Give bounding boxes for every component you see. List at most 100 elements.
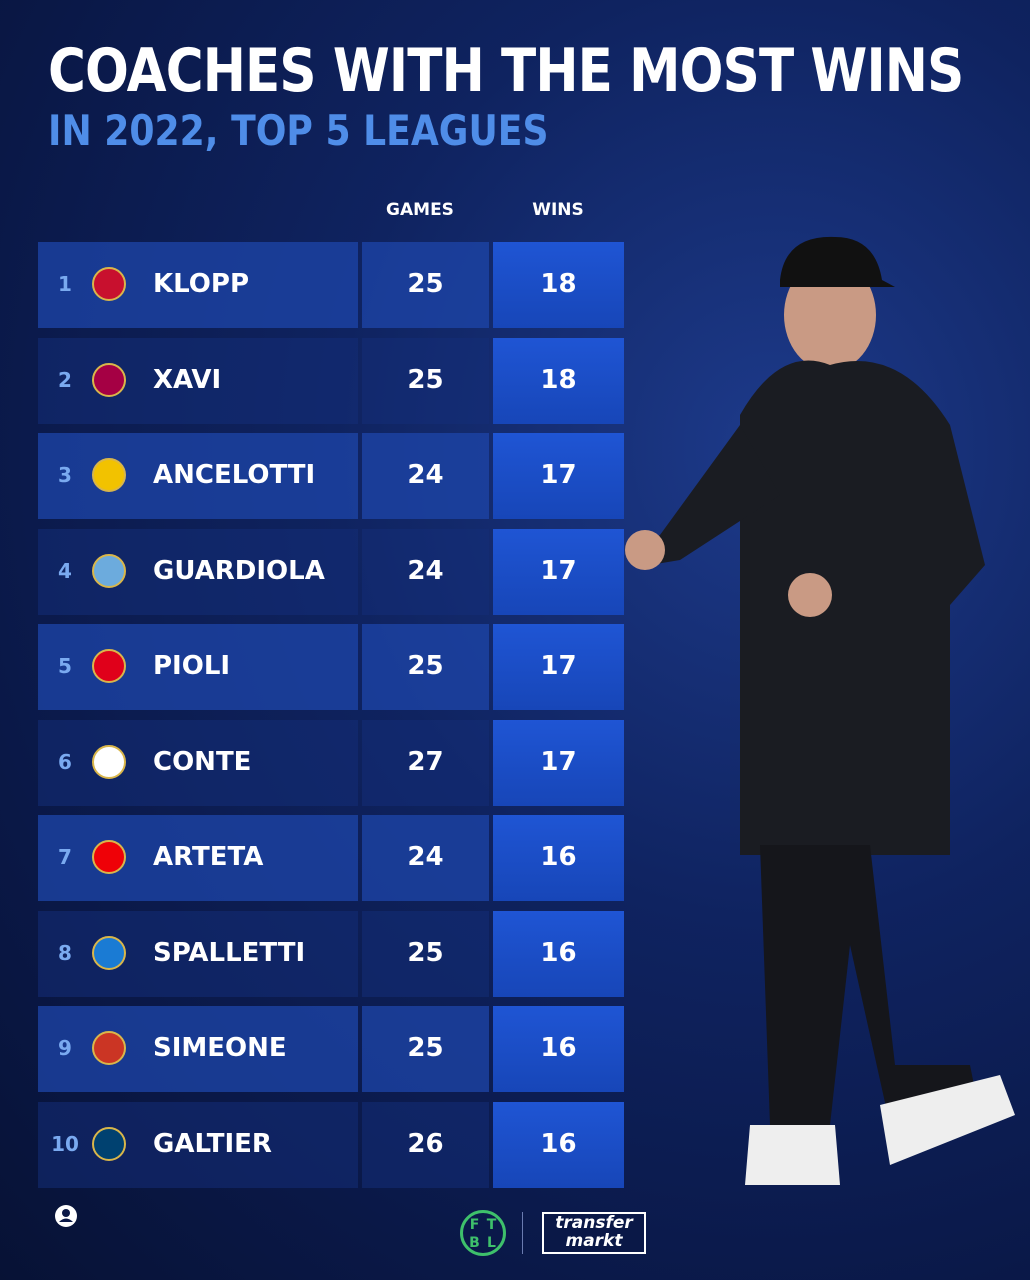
coach-cell: 1 KLOPP bbox=[38, 242, 358, 328]
coach-cell: 4 GUARDIOLA bbox=[38, 528, 358, 615]
wins-cell: 17 bbox=[493, 624, 624, 710]
logo-letter: L bbox=[487, 1235, 496, 1251]
wins-cell: 16 bbox=[493, 815, 624, 901]
games-value: 27 bbox=[407, 746, 444, 777]
games-value: 24 bbox=[407, 555, 444, 586]
divider bbox=[522, 1212, 523, 1254]
coach-name: CONTE bbox=[153, 746, 252, 777]
wins-value: 17 bbox=[540, 746, 577, 777]
rank: 9 bbox=[58, 1036, 72, 1060]
club-logo bbox=[92, 458, 126, 492]
games-value: 25 bbox=[407, 651, 444, 681]
rank: 7 bbox=[58, 845, 72, 869]
rank: 1 bbox=[58, 272, 72, 296]
wins-cell: 17 bbox=[493, 433, 624, 519]
ftbl-logo: F T B L bbox=[460, 1210, 506, 1256]
games-value: 25 bbox=[407, 364, 444, 395]
subtitle: IN 2022, TOP 5 LEAGUES bbox=[48, 106, 549, 155]
table-row: 4 GUARDIOLA 24 17 bbox=[38, 528, 626, 615]
rank: 2 bbox=[58, 367, 72, 392]
coach-cell: 2 XAVI bbox=[38, 337, 358, 424]
wins-value: 18 bbox=[540, 364, 577, 395]
games-cell: 25 bbox=[362, 910, 489, 997]
title: COACHES WITH THE MOST WINS bbox=[48, 36, 964, 106]
games-cell: 25 bbox=[362, 242, 489, 328]
coach-name: SIMEONE bbox=[153, 1033, 287, 1063]
wins-value: 18 bbox=[540, 269, 577, 299]
coach-name: ANCELOTTI bbox=[153, 460, 316, 490]
games-value: 26 bbox=[407, 1128, 444, 1159]
coach-photo bbox=[625, 236, 1015, 1185]
wins-value: 17 bbox=[540, 651, 577, 681]
wins-value: 17 bbox=[540, 555, 577, 586]
wins-cell: 16 bbox=[493, 1006, 624, 1092]
coach-name: SPALLETTI bbox=[153, 937, 306, 968]
column-header: GAMES bbox=[386, 200, 454, 220]
wins-cell: 18 bbox=[493, 242, 624, 328]
wins-value: 17 bbox=[540, 460, 577, 490]
coach-cell: 3 ANCELOTTI bbox=[38, 433, 358, 519]
club-logo bbox=[92, 362, 126, 397]
logo-letter: T bbox=[486, 1217, 497, 1233]
wins-value: 16 bbox=[540, 842, 577, 872]
logo-text: transfer bbox=[555, 1213, 633, 1233]
coach-cell: 6 CONTE bbox=[38, 719, 358, 806]
table-row: 9 SIMEONE 25 16 bbox=[38, 1006, 626, 1092]
rank: 8 bbox=[58, 940, 72, 965]
games-cell: 24 bbox=[362, 815, 489, 901]
table-row: 2 XAVI 25 18 bbox=[38, 337, 626, 424]
coach-name: GALTIER bbox=[153, 1128, 272, 1159]
club-logo bbox=[92, 553, 126, 588]
club-logo bbox=[92, 267, 126, 301]
wins-value: 16 bbox=[540, 1128, 577, 1159]
wins-value: 16 bbox=[540, 1033, 577, 1063]
games-cell: 26 bbox=[362, 1101, 489, 1188]
coach-cell: 7 ARTETA bbox=[38, 815, 358, 901]
wins-cell: 18 bbox=[493, 337, 624, 424]
games-value: 25 bbox=[407, 1033, 444, 1063]
coach-cell: 8 SPALLETTI bbox=[38, 910, 358, 997]
games-cell: 25 bbox=[362, 624, 489, 710]
table-row: 5 PIOLI 25 17 bbox=[38, 624, 626, 710]
games-cell: 25 bbox=[362, 1006, 489, 1092]
club-logo bbox=[92, 840, 126, 874]
coach-name: KLOPP bbox=[153, 269, 250, 299]
club-logo bbox=[92, 744, 126, 779]
table-row: 6 CONTE 27 17 bbox=[38, 719, 626, 806]
coach-name: GUARDIOLA bbox=[153, 555, 325, 586]
rank: 3 bbox=[58, 463, 72, 487]
transfermarkt-logo: transfer markt bbox=[542, 1212, 646, 1254]
club-logo bbox=[92, 1031, 126, 1065]
club-logo bbox=[92, 935, 126, 970]
wins-cell: 16 bbox=[493, 910, 624, 997]
table-row: 1 KLOPP 25 18 bbox=[38, 242, 626, 328]
rank: 4 bbox=[58, 558, 72, 583]
club-logo bbox=[92, 1126, 126, 1161]
logo-letter: F bbox=[469, 1217, 480, 1233]
profile-icon bbox=[55, 1205, 77, 1227]
coach-cell: 5 PIOLI bbox=[38, 624, 358, 710]
wins-cell: 17 bbox=[493, 719, 624, 806]
logo-letter: B bbox=[469, 1235, 480, 1251]
table-row: 10 GALTIER 26 16 bbox=[38, 1101, 626, 1188]
column-header: WINS bbox=[532, 200, 584, 220]
coach-name: XAVI bbox=[153, 364, 222, 395]
table-row: 8 SPALLETTI 25 16 bbox=[38, 910, 626, 997]
coach-cell: 9 SIMEONE bbox=[38, 1006, 358, 1092]
coach-name: ARTETA bbox=[153, 842, 264, 872]
coach-name: PIOLI bbox=[153, 651, 231, 681]
games-value: 25 bbox=[407, 937, 444, 968]
games-cell: 24 bbox=[362, 528, 489, 615]
coach-cell: 10 GALTIER bbox=[38, 1101, 358, 1188]
games-cell: 24 bbox=[362, 433, 489, 519]
games-value: 24 bbox=[407, 460, 444, 490]
wins-value: 16 bbox=[540, 937, 577, 968]
games-value: 25 bbox=[407, 269, 444, 299]
games-value: 24 bbox=[407, 842, 444, 872]
rank: 5 bbox=[58, 654, 72, 678]
rank: 6 bbox=[58, 749, 72, 774]
games-cell: 25 bbox=[362, 337, 489, 424]
wins-cell: 16 bbox=[493, 1101, 624, 1188]
rank: 10 bbox=[51, 1131, 79, 1156]
wins-cell: 17 bbox=[493, 528, 624, 615]
